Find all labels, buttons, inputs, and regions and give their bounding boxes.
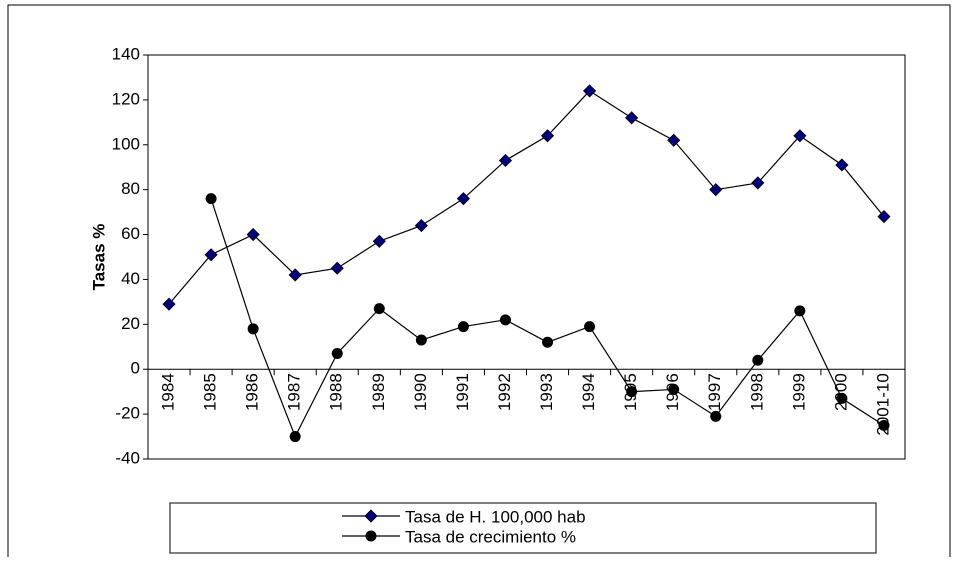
data-point [667, 133, 681, 147]
data-point [499, 314, 511, 326]
data-point [835, 158, 849, 172]
x-tick-label: 1987 [285, 373, 304, 411]
x-tick-label: 1989 [369, 373, 388, 411]
data-point [331, 348, 343, 360]
data-point [709, 183, 723, 197]
data-point [793, 129, 807, 143]
data-point [457, 321, 469, 333]
y-tick-label: 140 [112, 44, 140, 63]
x-tick-label: 1990 [411, 373, 430, 411]
y-axis-label: Tasas % [89, 224, 108, 291]
y-tick-label: 40 [121, 269, 140, 288]
data-point [205, 193, 217, 205]
x-tick-label: 2000 [831, 373, 850, 411]
y-tick-label: 0 [131, 359, 140, 378]
data-point [668, 383, 680, 395]
x-tick-label: 1986 [243, 373, 262, 411]
plot-area [147, 54, 906, 460]
data-point [583, 84, 597, 98]
data-point [415, 334, 427, 346]
data-point [625, 111, 639, 125]
y-tick-label: 20 [121, 314, 140, 333]
data-point [162, 297, 176, 311]
x-tick-label: 1984 [159, 373, 178, 411]
data-point [456, 192, 470, 206]
series-line [168, 90, 885, 305]
x-tick-label: 1994 [579, 373, 598, 411]
data-point [584, 321, 596, 333]
data-point [204, 248, 218, 262]
legend-label: Tasa de crecimiento % [405, 527, 576, 546]
x-tick-label: 1997 [705, 373, 724, 411]
data-point [540, 129, 555, 143]
x-tick-label: 1993 [537, 373, 556, 411]
x-tick-label: 1999 [789, 373, 808, 411]
y-tick-label: 100 [112, 134, 140, 153]
legend [169, 502, 877, 554]
data-point [752, 354, 764, 366]
data-point [836, 392, 848, 404]
data-point [372, 234, 386, 248]
x-tick-label: 1988 [327, 373, 346, 411]
data-point [877, 210, 891, 224]
x-tick-label: 2001-10 [873, 373, 892, 435]
legend-label: Tasa de H. 100,000 hab [405, 507, 586, 526]
y-tick-label: -40 [115, 448, 140, 467]
x-tick-label: 1998 [747, 373, 766, 411]
data-point [542, 336, 554, 348]
data-point [498, 153, 513, 168]
y-tick-label: 80 [121, 179, 140, 198]
data-point [626, 386, 638, 398]
data-point [878, 419, 890, 431]
data-point [289, 431, 301, 443]
data-point [794, 305, 806, 317]
chart-frame [7, 4, 951, 562]
data-point [373, 303, 385, 315]
data-point [751, 176, 765, 190]
legend-marker [364, 509, 378, 523]
data-point [288, 268, 302, 282]
y-tick-label: -20 [115, 404, 140, 423]
x-tick-label: 1991 [453, 373, 472, 411]
data-point [247, 323, 259, 335]
y-tick-label: 60 [121, 224, 140, 243]
y-tick-label: 120 [112, 89, 140, 108]
x-tick-label: 1992 [495, 373, 514, 411]
data-point [414, 219, 428, 233]
data-point [330, 261, 344, 275]
data-point [710, 410, 722, 422]
legend-marker [365, 530, 377, 542]
x-tick-label: 1985 [201, 373, 220, 411]
data-point [246, 227, 260, 242]
